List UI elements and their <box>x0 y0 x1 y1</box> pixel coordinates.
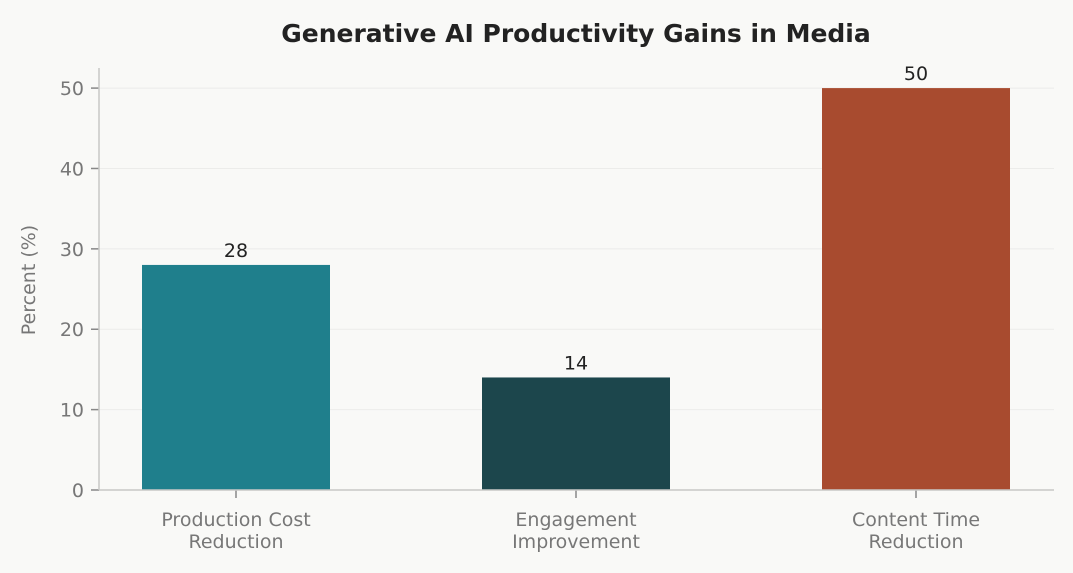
x-tick-label: Production Cost <box>161 509 310 531</box>
x-tick-label: Reduction <box>869 531 964 553</box>
x-tick-label: Content Time <box>852 509 980 531</box>
y-tick-label: 0 <box>72 480 84 502</box>
bars <box>142 88 1010 490</box>
bar <box>822 88 1010 490</box>
chart-title: Generative AI Productivity Gains in Medi… <box>281 19 871 48</box>
axes <box>91 68 1054 498</box>
y-tick-label: 50 <box>60 78 84 100</box>
data-label: 28 <box>224 240 248 262</box>
x-tick-label: Engagement <box>515 509 636 531</box>
bar <box>142 264 330 490</box>
y-tick-label: 10 <box>60 400 84 422</box>
y-tick-label: 40 <box>60 158 84 180</box>
y-axis-label: Percent (%) <box>18 225 40 335</box>
data-label: 14 <box>564 352 588 374</box>
data-label: 50 <box>904 63 928 85</box>
x-tick-label: Improvement <box>512 531 640 553</box>
bar <box>482 377 670 490</box>
x-tick-label: Reduction <box>189 531 284 553</box>
y-tick-label: 30 <box>60 239 84 261</box>
y-tick-label: 20 <box>60 319 84 341</box>
